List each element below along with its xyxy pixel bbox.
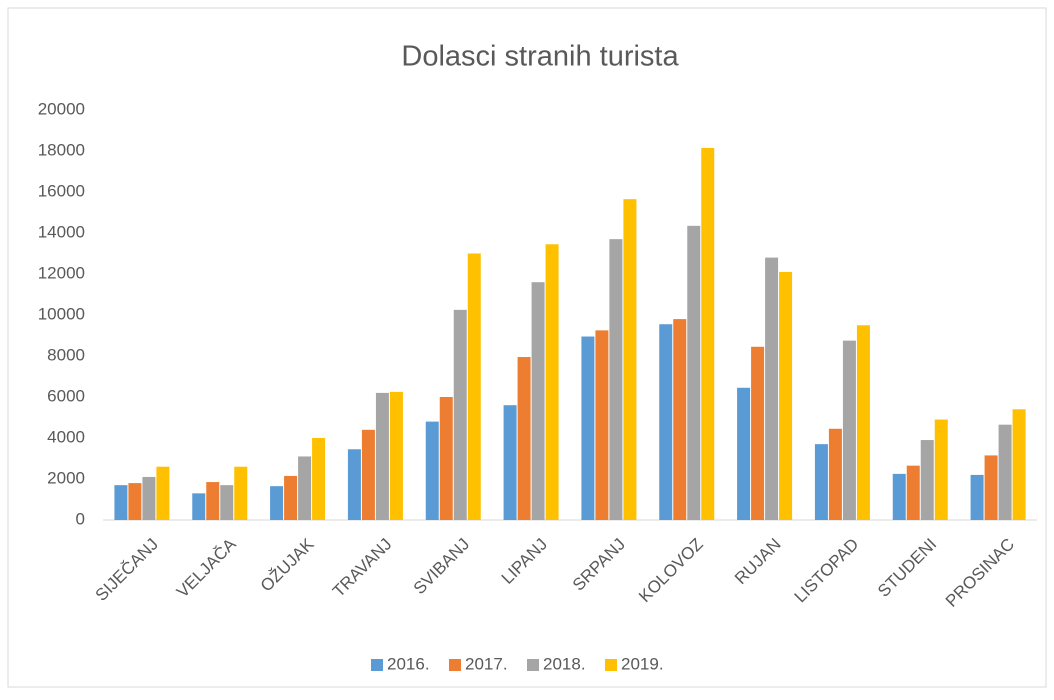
y-tick-label: 12000 [38, 263, 85, 282]
y-tick-label: 6000 [47, 386, 85, 405]
bar [375, 392, 389, 520]
bar [892, 473, 906, 520]
bar [142, 476, 156, 520]
y-tick-label: 4000 [47, 427, 85, 446]
bar [234, 466, 248, 520]
bar [531, 282, 545, 520]
bar [906, 465, 920, 520]
bar [595, 330, 609, 520]
bar [453, 309, 467, 520]
bar [920, 440, 934, 520]
bar [206, 482, 220, 520]
bar [389, 391, 403, 520]
y-tick-label: 20000 [38, 99, 85, 118]
bar [545, 244, 559, 520]
bar [609, 239, 623, 520]
bar [934, 419, 948, 520]
bar [467, 253, 481, 520]
bar [425, 421, 439, 520]
y-tick-label: 8000 [47, 345, 85, 364]
bar [156, 466, 170, 520]
bar [270, 486, 284, 520]
bar [439, 397, 453, 520]
bar [312, 438, 326, 520]
legend-swatch [605, 659, 617, 671]
bar [284, 475, 298, 520]
bar [128, 483, 142, 520]
y-tick-label: 14000 [38, 222, 85, 241]
bar [687, 225, 701, 520]
y-tick-label: 10000 [38, 304, 85, 323]
legend-label: 2017. [465, 654, 508, 673]
bar [701, 147, 715, 521]
bar [856, 325, 870, 520]
bar [659, 324, 673, 520]
chart-title: Dolasci stranih turista [401, 41, 679, 73]
bar [361, 429, 375, 520]
bar [737, 387, 751, 520]
bar [581, 336, 595, 520]
legend-label: 2019. [621, 654, 664, 673]
y-tick-label: 0 [76, 509, 85, 528]
bar [779, 271, 793, 520]
bar [984, 455, 998, 520]
bar [503, 405, 517, 520]
bar [623, 199, 637, 521]
bar [517, 357, 531, 520]
y-tick-label: 18000 [38, 140, 85, 159]
bar [751, 346, 765, 520]
chart-frame [7, 7, 1047, 688]
legend-swatch [449, 659, 461, 671]
legend-label: 2018. [543, 654, 586, 673]
bar [828, 428, 842, 520]
bar [998, 424, 1012, 520]
bar [347, 449, 361, 520]
bar [814, 444, 828, 520]
bar [114, 485, 128, 520]
bar [842, 340, 856, 520]
bar [765, 257, 779, 520]
bar [970, 474, 984, 520]
legend-swatch [527, 659, 539, 671]
y-tick-label: 2000 [47, 468, 85, 487]
y-tick-label: 16000 [38, 181, 85, 200]
bar [192, 493, 206, 520]
bar [220, 485, 234, 520]
bar [1012, 409, 1026, 520]
bar [298, 456, 312, 520]
legend-label: 2016. [387, 654, 430, 673]
legend-swatch [371, 659, 383, 671]
bar [673, 319, 687, 520]
